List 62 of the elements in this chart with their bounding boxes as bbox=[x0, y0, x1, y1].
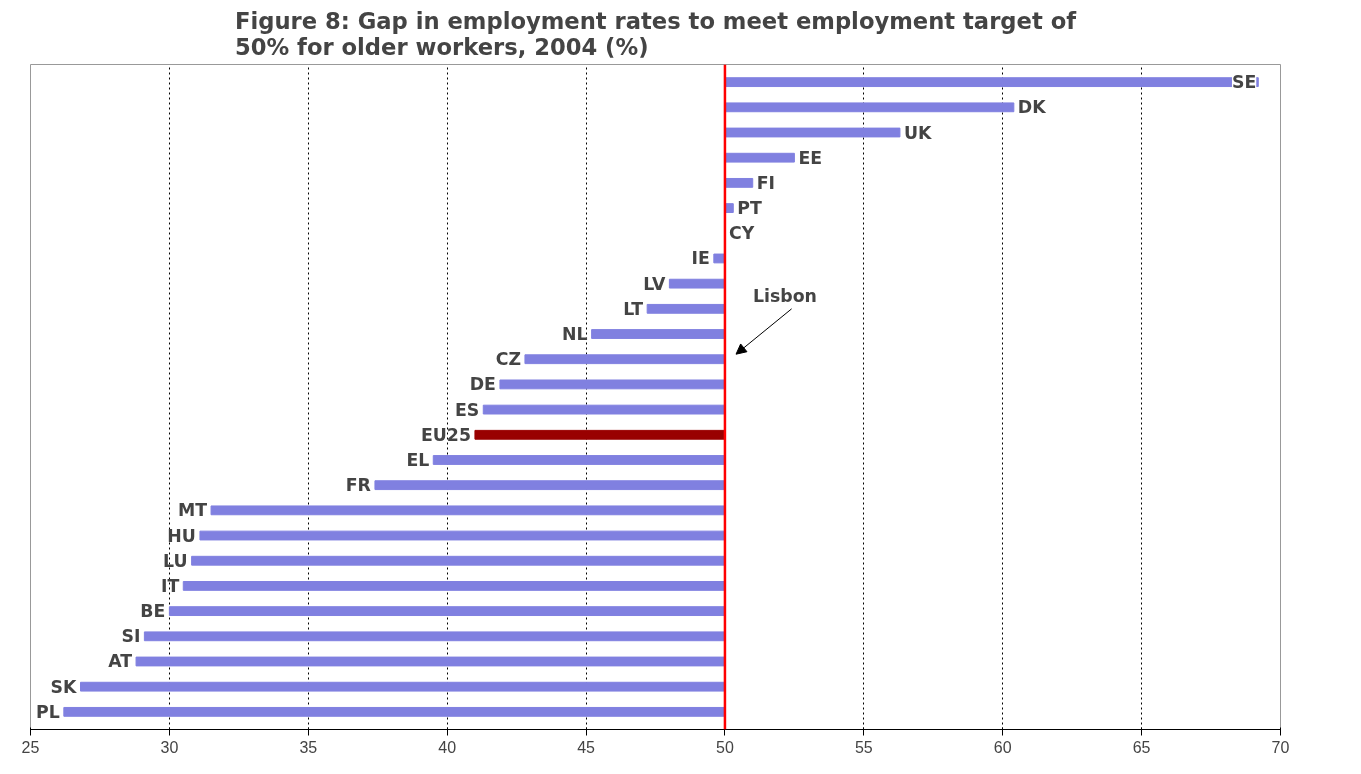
y-tick-label: IT bbox=[161, 575, 180, 596]
x-tick-label: 35 bbox=[299, 738, 318, 756]
y-tick-label: EU25 bbox=[420, 424, 471, 445]
bar bbox=[713, 253, 726, 264]
bar bbox=[432, 455, 726, 465]
y-tick-label: BE bbox=[140, 601, 166, 622]
x-tick-label: 30 bbox=[160, 738, 179, 756]
y-tick-label: EL bbox=[406, 449, 430, 470]
bar bbox=[80, 681, 726, 692]
bar bbox=[724, 102, 1015, 113]
y-tick-label: SK bbox=[50, 676, 78, 697]
bar bbox=[724, 127, 901, 138]
x-tick-label: 70 bbox=[1271, 738, 1290, 756]
bar bbox=[191, 555, 726, 566]
y-tick-label: PL bbox=[36, 701, 60, 722]
x-tick-label: 65 bbox=[1132, 738, 1151, 756]
x-tick-label: 45 bbox=[577, 738, 596, 756]
bar bbox=[168, 606, 726, 617]
bar bbox=[143, 631, 726, 642]
y-tick-label: CZ bbox=[495, 349, 521, 370]
y-tick-label: SE bbox=[1231, 72, 1257, 93]
bar bbox=[499, 379, 726, 390]
bar bbox=[63, 706, 726, 717]
bar bbox=[199, 530, 726, 541]
y-tick-label: LT bbox=[623, 298, 644, 319]
y-tick-label: HU bbox=[167, 525, 196, 546]
y-tick-label: FR bbox=[345, 475, 371, 496]
bar bbox=[591, 329, 726, 339]
bar bbox=[135, 656, 726, 667]
x-tick-label: 55 bbox=[854, 738, 873, 756]
bar bbox=[482, 404, 726, 415]
x-tick-label: 60 bbox=[993, 738, 1012, 756]
bar bbox=[668, 278, 726, 289]
y-tick-label: DK bbox=[1017, 97, 1047, 118]
y-tick-label: FI bbox=[756, 172, 776, 193]
y-tick-label: LV bbox=[643, 273, 666, 294]
y-tick-label: MT bbox=[177, 500, 208, 521]
x-tick-label: 25 bbox=[21, 738, 40, 756]
bar bbox=[524, 354, 726, 365]
ref-line-label: Lisbon bbox=[752, 286, 817, 307]
y-tick-label: EE bbox=[798, 147, 823, 168]
y-tick-label: UK bbox=[903, 122, 933, 143]
y-tick-label: SI bbox=[121, 626, 141, 647]
y-tick-label: IE bbox=[691, 248, 710, 269]
bar bbox=[724, 177, 754, 188]
y-tick-label: DE bbox=[469, 374, 496, 395]
bar bbox=[182, 581, 726, 591]
chart-title: Figure 8: Gap in employment rates to meet employment target of 50% for older workers, 2004 (%) bbox=[234, 7, 1078, 60]
y-tick-label: CY bbox=[728, 223, 755, 244]
bar bbox=[210, 505, 726, 516]
y-tick-label: LU bbox=[163, 550, 188, 571]
bar bbox=[474, 429, 726, 440]
bar bbox=[374, 480, 726, 491]
y-tick-label: ES bbox=[454, 399, 480, 420]
bar bbox=[724, 152, 795, 163]
y-tick-label: NL bbox=[562, 324, 588, 345]
x-tick-label: 50 bbox=[716, 738, 734, 756]
y-tick-label: PT bbox=[737, 198, 762, 219]
y-tick-label: AT bbox=[108, 651, 133, 672]
x-tick-label: 40 bbox=[438, 738, 457, 756]
bar bbox=[646, 303, 726, 314]
bar bbox=[724, 77, 1259, 88]
